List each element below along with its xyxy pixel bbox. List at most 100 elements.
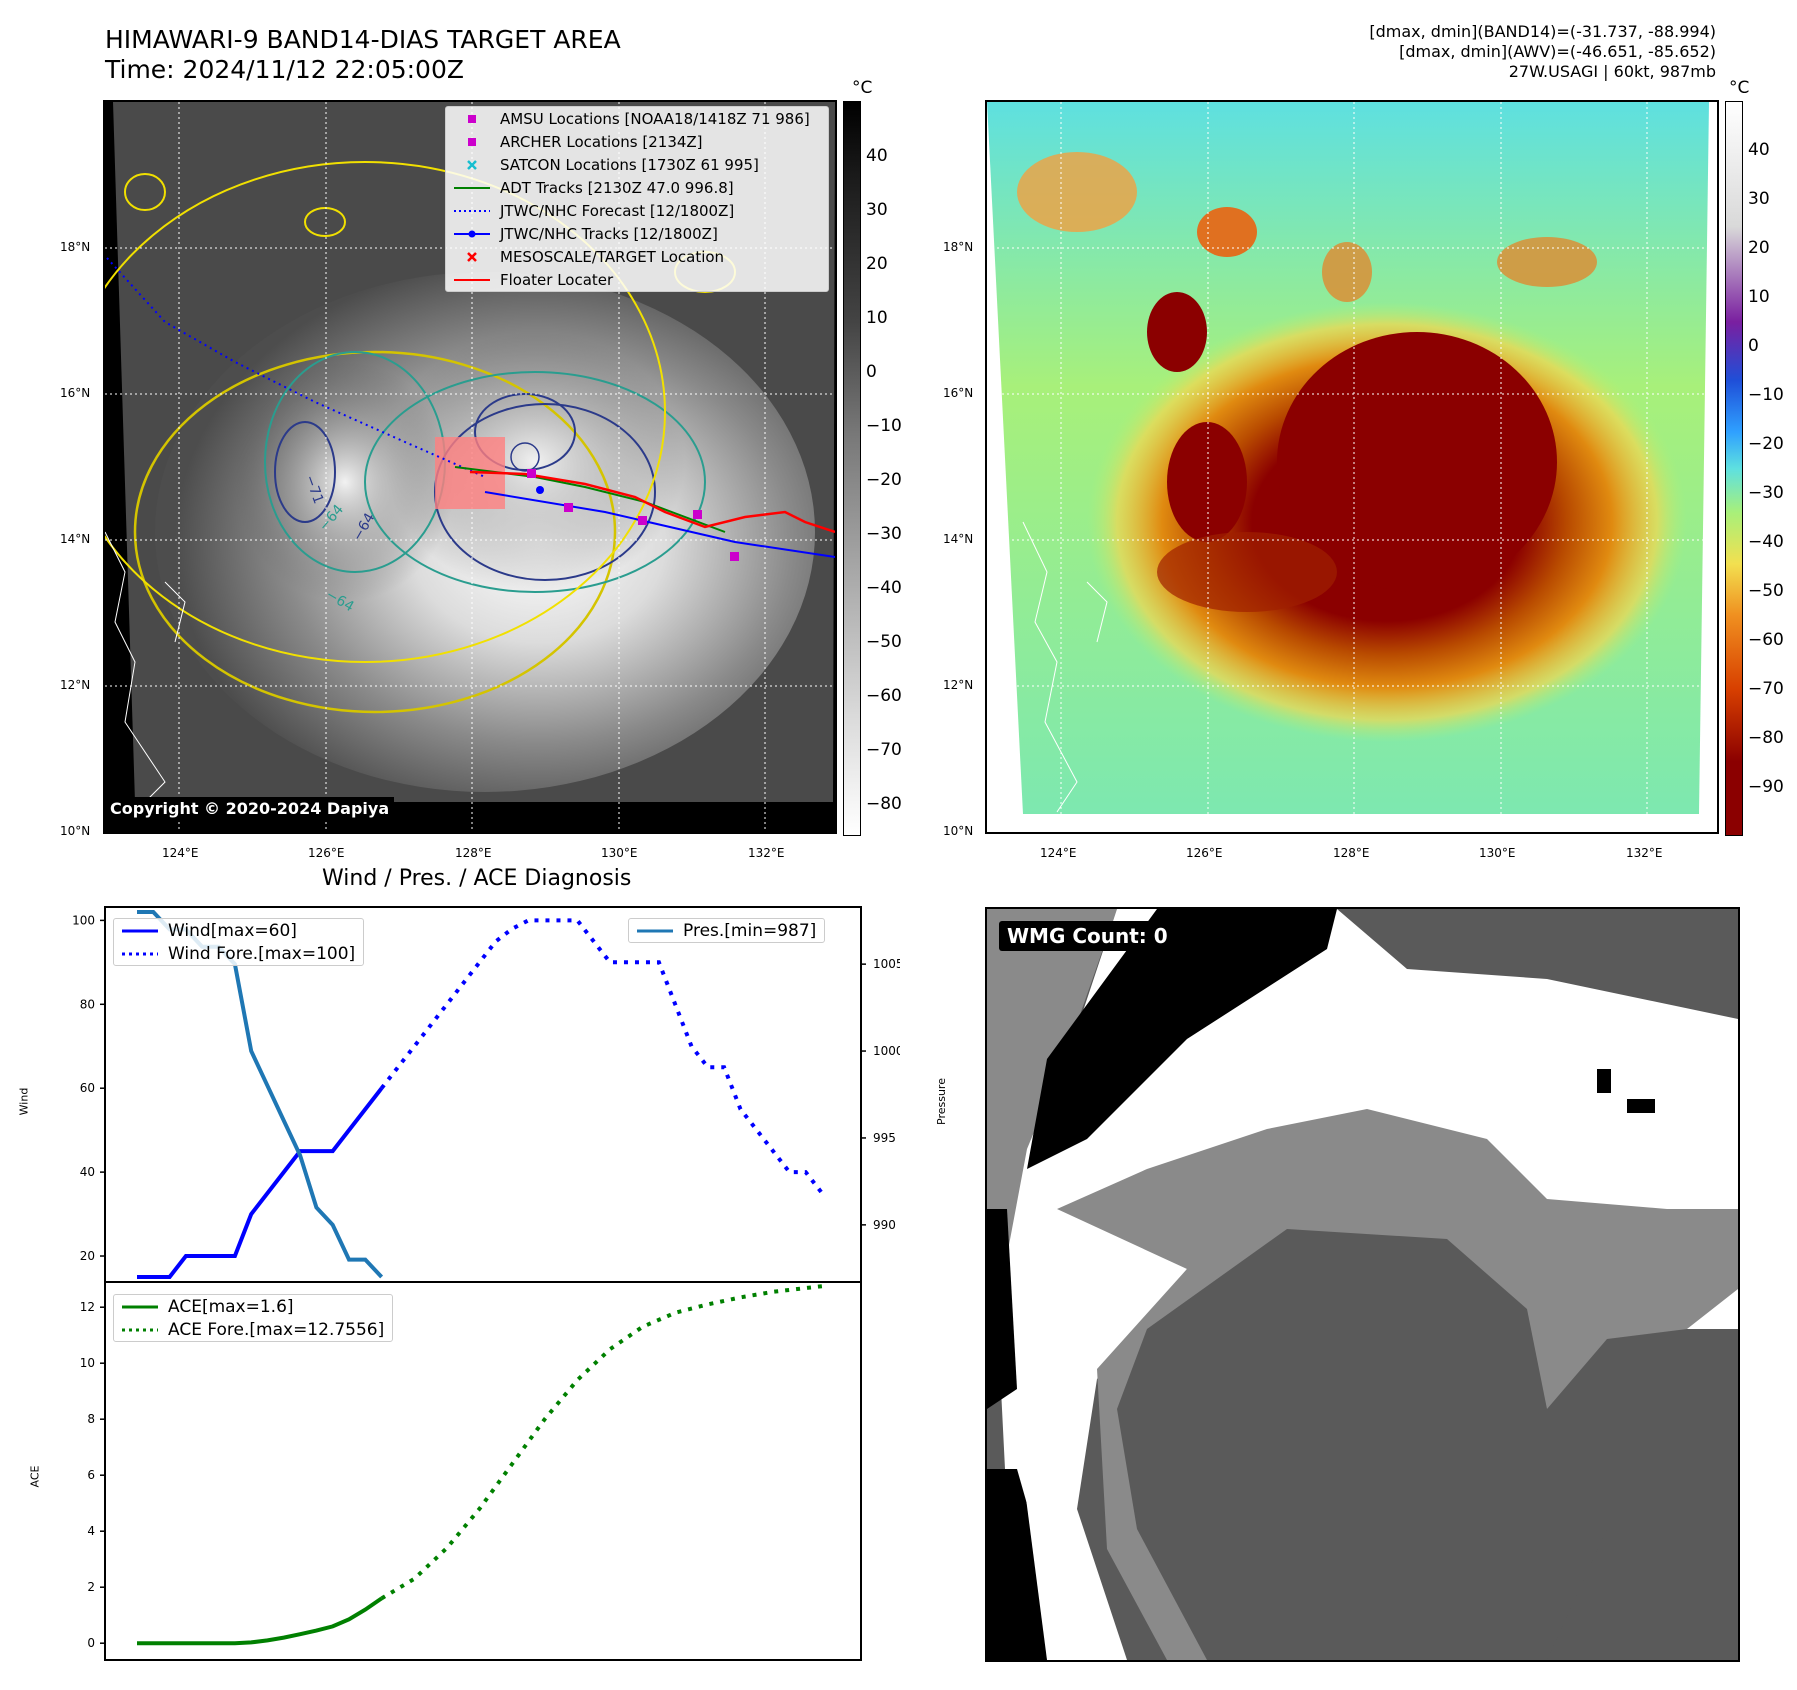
legend-item-label: AMSU Locations [NOAA18/1418Z 71 986] [500, 109, 810, 128]
wmg-count-badge: WMG Count: 0 [999, 921, 1176, 951]
pressure-legend: Pres.[min=987] [628, 918, 826, 943]
lon-tick: 128°E [455, 846, 492, 860]
legend-item-satcon: SATCON Locations [1730Z 61 995] [446, 153, 828, 176]
legend-item-label: SATCON Locations [1730Z 61 995] [500, 155, 759, 174]
archer-marker [730, 552, 739, 561]
colorbar-tick: −60 [866, 686, 902, 706]
solid-line-icon [122, 1304, 158, 1310]
lat-tick: 18°N [943, 240, 974, 254]
dotted-line-icon [122, 951, 158, 957]
ir-color-map-canvas [987, 102, 1717, 832]
legend-item-label: ARCHER Locations [2134Z] [500, 132, 703, 151]
colorbar-tick: −60 [1748, 630, 1784, 650]
ace-axis-tick-label: 10 [80, 1356, 95, 1370]
colorbar-tick: 0 [1748, 336, 1759, 356]
wmg-map-canvas [987, 909, 1738, 1660]
lat-tick: 18°N [60, 240, 91, 254]
colorbar-tick: −10 [1748, 385, 1784, 405]
ace-axis-tick-label: 8 [87, 1412, 95, 1426]
ace-line [137, 1596, 383, 1646]
colorbar-tick: −20 [1748, 434, 1784, 454]
lon-tick: 130°E [601, 846, 638, 860]
legend-item-label: ACE[max=1.6] [168, 1296, 294, 1317]
ace-axis-tick-label: 2 [87, 1580, 95, 1594]
legend-item-label: Pres.[min=987] [683, 920, 817, 941]
legend-item-ace: ACE[max=1.6] [114, 1295, 392, 1318]
colorbar-tick: −40 [1748, 532, 1784, 552]
lat-tick: 14°N [943, 532, 974, 546]
legend-item-label: ACE Fore.[max=12.7556] [168, 1319, 385, 1340]
jtwc-track-line [484, 491, 835, 558]
colorbar-tick: 10 [866, 308, 888, 328]
legend-item-archer: ARCHER Locations [2134Z] [446, 130, 828, 153]
wind-axis-tick-label: 100 [72, 913, 95, 927]
ace-axis-tick-label: 12 [80, 1300, 95, 1314]
amsu-marker [564, 503, 573, 512]
colorbar-tick: 0 [866, 362, 877, 382]
jtwc-forecast-track [106, 257, 486, 478]
meta-awv-range: [dmax, dmin](AWV)=(-46.651, -85.652) [1399, 42, 1716, 61]
lon-tick: 124°E [1040, 846, 1077, 860]
legend-item-mesoscale: MESOSCALE/TARGET Location [446, 245, 828, 268]
colorbar-tick: −40 [866, 578, 902, 598]
dotted-line-icon [454, 208, 490, 214]
pressure-axis-tick-label: 995 [873, 1131, 896, 1145]
legend-item-jtwc-tracks: JTWC/NHC Tracks [12/1800Z] [446, 222, 828, 245]
colorbar-tick: 20 [866, 254, 888, 274]
line-dot-icon [454, 230, 490, 238]
ace-axes-frame [104, 1281, 862, 1661]
lon-tick: 126°E [1186, 846, 1223, 860]
pressure-axis-tick-label: 1005 [873, 957, 900, 971]
wind-axis-label: Wind [17, 1087, 31, 1116]
legend-item-wind-forecast: Wind Fore.[max=100] [114, 942, 363, 965]
map-legend: AMSU Locations [NOAA18/1418Z 71 986] ARC… [445, 106, 829, 292]
legend-item-ace-forecast: ACE Fore.[max=12.7556] [114, 1318, 392, 1341]
ace-axis-tick-label: 0 [87, 1636, 95, 1650]
x-marker-icon [454, 251, 490, 263]
lon-tick: 124°E [162, 846, 199, 860]
color-colorbar [1725, 101, 1743, 836]
meta-storm-info: 27W.USAGI | 60kt, 987mb [1508, 62, 1716, 81]
solid-line-icon [454, 185, 490, 191]
lon-tick: 128°E [1333, 846, 1370, 860]
pressure-line [137, 910, 384, 1279]
colorbar-tick: −30 [1748, 483, 1784, 503]
square-marker-icon [454, 113, 490, 125]
ace-forecast-line [380, 1284, 823, 1601]
solid-line-icon [454, 277, 490, 283]
wind-pressure-plot: 100 80 60 40 20 1005 1000 995 990 [72, 910, 900, 1279]
floater-locater [469, 470, 835, 534]
legend-item-label: Wind Fore.[max=100] [168, 943, 356, 964]
pressure-axis-tick-label: 990 [873, 1218, 896, 1232]
wind-axis-tick-label: 80 [80, 997, 95, 1011]
colorbar-tick: −30 [866, 524, 902, 544]
lon-tick: 126°E [308, 846, 345, 860]
lat-tick: 16°N [943, 386, 974, 400]
legend-item-label: ADT Tracks [2130Z 47.0 996.8] [500, 178, 734, 197]
legend-item-adt: ADT Tracks [2130Z 47.0 996.8] [446, 176, 828, 199]
lat-tick: 16°N [60, 386, 91, 400]
colorbar-tick: 20 [1748, 238, 1770, 258]
diagnosis-title: Wind / Pres. / ACE Diagnosis [322, 866, 632, 891]
legend-item-label: MESOSCALE/TARGET Location [500, 247, 725, 266]
solid-line-icon [637, 928, 673, 934]
legend-item-pressure: Pres.[min=987] [629, 919, 824, 942]
ace-axis-label: ACE [28, 1465, 42, 1488]
colorbar-tick: −70 [866, 740, 902, 760]
colorbar-tick: −70 [1748, 679, 1784, 699]
colorbar-tick: 40 [866, 146, 888, 166]
legend-item-jtwc-forecast: JTWC/NHC Forecast [12/1800Z] [446, 199, 828, 222]
ace-plot: 12 10 8 6 4 2 0 [80, 1284, 823, 1650]
wmg-classification-map: WMG Count: 0 [985, 907, 1740, 1662]
dotted-line-icon [122, 1327, 158, 1333]
colorbar-tick: −80 [866, 794, 902, 814]
archer-marker [693, 510, 702, 519]
lat-tick: 10°N [60, 824, 91, 838]
wind-legend: Wind[max=60] Wind Fore.[max=100] [113, 918, 365, 966]
amsu-marker [527, 469, 536, 478]
wind-line [137, 1086, 384, 1279]
colorbar-tick: −80 [1748, 728, 1784, 748]
square-marker-icon [454, 136, 490, 148]
jtwc-track-point [536, 486, 544, 494]
